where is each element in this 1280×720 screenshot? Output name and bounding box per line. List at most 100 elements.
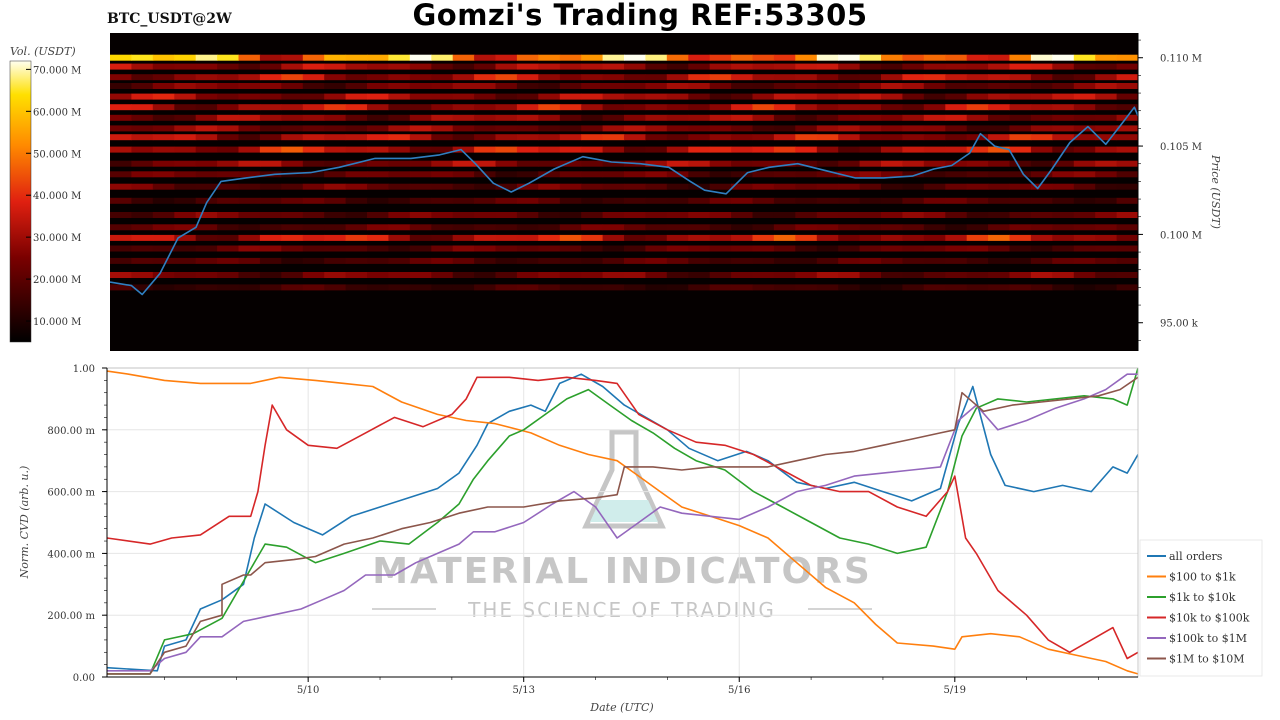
heatmap-band-cell	[645, 63, 668, 70]
heatmap-band-cell	[988, 93, 1010, 100]
heatmap-band-cell	[923, 212, 946, 218]
heatmap-band-cell	[752, 212, 775, 218]
heatmap-band-cell	[902, 245, 925, 252]
heatmap-band-cell	[795, 272, 818, 278]
heatmap-band-cell	[666, 272, 689, 278]
heatmap-band-cell	[302, 63, 325, 70]
heatmap-band-cell	[409, 284, 432, 291]
heatmap-band-cell	[152, 234, 175, 241]
heatmap-band-cell	[388, 114, 411, 121]
heatmap-band-cell	[217, 104, 239, 111]
heatmap-band-cell	[816, 212, 839, 218]
heatmap-band-cell	[324, 245, 347, 252]
heatmap-band-cell	[345, 104, 368, 111]
heatmap-band-cell	[302, 134, 325, 141]
heatmap-band-cell	[1030, 212, 1053, 218]
heatmap-band-cell	[859, 114, 882, 121]
heatmap-band-cell	[516, 234, 539, 241]
heatmap-band-cell	[195, 63, 218, 70]
heatmap-band-cell	[195, 114, 218, 121]
heatmap-band-cell	[624, 171, 646, 178]
cvd-y-tick-label: 0.00	[73, 673, 95, 684]
heatmap-band-cell	[1030, 160, 1053, 167]
heatmap-band-cell	[859, 245, 882, 252]
heatmap-band-cell	[367, 74, 389, 81]
heatmap-band-cell	[795, 83, 818, 89]
heatmap-band-cell	[688, 284, 711, 291]
cvd-series-line	[107, 373, 1138, 672]
heatmap-band-cell	[816, 104, 839, 111]
heatmap-band-cell	[1030, 171, 1053, 178]
heatmap-band-cell	[859, 134, 882, 141]
heatmap-band-cell	[174, 63, 197, 70]
heatmap-band-cell	[709, 114, 732, 121]
heatmap-band-cell	[795, 257, 818, 264]
heatmap-band-cell	[902, 160, 925, 167]
heatmap-band-cell	[966, 272, 989, 278]
heatmap-band-cell	[988, 54, 1010, 61]
heatmap-band-cell	[559, 183, 582, 190]
heatmap-band-cell	[966, 83, 989, 89]
heatmap-band-cell	[474, 284, 496, 291]
heatmap-band-cell	[1116, 125, 1138, 132]
heatmap-band-cell	[838, 125, 861, 132]
heatmap-band-cell	[131, 83, 154, 89]
heatmap-band-cell	[645, 93, 668, 100]
heatmap-band-cell	[516, 54, 539, 61]
heatmap-band-cell	[795, 74, 818, 81]
heatmap-band-cell	[752, 160, 775, 167]
colorbar-tick-label: 50.000 M	[33, 149, 81, 160]
heatmap-band-cell	[367, 272, 389, 278]
heatmap-band-cell	[1009, 197, 1032, 204]
heatmap-band-cell	[645, 234, 668, 241]
heatmap-band-cell	[452, 54, 475, 61]
heatmap-band-cell	[581, 134, 604, 141]
heatmap-band-cell	[559, 284, 582, 291]
heatmap-band-cell	[1095, 183, 1118, 190]
heatmap-band-cell	[1052, 114, 1075, 121]
heatmap-band-cell	[923, 284, 946, 291]
heatmap-band-cell	[452, 160, 475, 167]
heatmap-band-cell	[1052, 125, 1075, 132]
heatmap-band-cell	[838, 134, 861, 141]
heatmap-band-cell	[966, 74, 989, 81]
heatmap-band-cell	[816, 224, 839, 231]
heatmap-band-cell	[645, 212, 668, 218]
heatmap-band-cell	[624, 54, 646, 61]
heatmap-band-cell	[666, 114, 689, 121]
heatmap-band-cell	[474, 212, 496, 218]
heatmap-band-cell	[281, 54, 304, 61]
heatmap-band-cell	[966, 183, 989, 190]
heatmap-band-cell	[495, 54, 518, 61]
heatmap-band-cell	[495, 245, 518, 252]
heatmap-band-cell	[281, 224, 304, 231]
heatmap-band-cell	[1052, 104, 1075, 111]
heatmap-band-cell	[795, 134, 818, 141]
heatmap-band-cell	[431, 63, 454, 70]
heatmap-band-cell	[388, 183, 411, 190]
heatmap-band-cell	[966, 54, 989, 61]
price-axis: 0.110 M 0.105 M 0.100 M 95.00 k	[1137, 33, 1202, 351]
heatmap-band-cell	[816, 245, 839, 252]
heatmap-band-cell	[581, 224, 604, 231]
heatmap-band-cell	[945, 234, 968, 241]
cvd-x-tick-label: 5/13	[512, 685, 534, 696]
heatmap-band-cell	[324, 93, 347, 100]
heatmap-band-cell	[495, 134, 518, 141]
heatmap-band-cell	[1009, 284, 1032, 291]
heatmap-band-cell	[217, 272, 239, 278]
cvd-y-tick-label: 200.00 m	[47, 611, 95, 622]
heatmap-band-cell	[217, 114, 239, 121]
heatmap-band-cell	[838, 160, 861, 167]
heatmap-band-cell	[859, 83, 882, 89]
heatmap-band-cell	[1009, 212, 1032, 218]
heatmap-band-cell	[281, 146, 304, 153]
heatmap-band-cell	[1116, 171, 1138, 178]
heatmap-band-cell	[302, 93, 325, 100]
heatmap-band-cell	[773, 197, 796, 204]
heatmap-band-cell	[238, 125, 261, 132]
heatmap-band-cell	[152, 272, 175, 278]
heatmap-band-cell	[881, 54, 903, 61]
heatmap-band-cell	[795, 245, 818, 252]
